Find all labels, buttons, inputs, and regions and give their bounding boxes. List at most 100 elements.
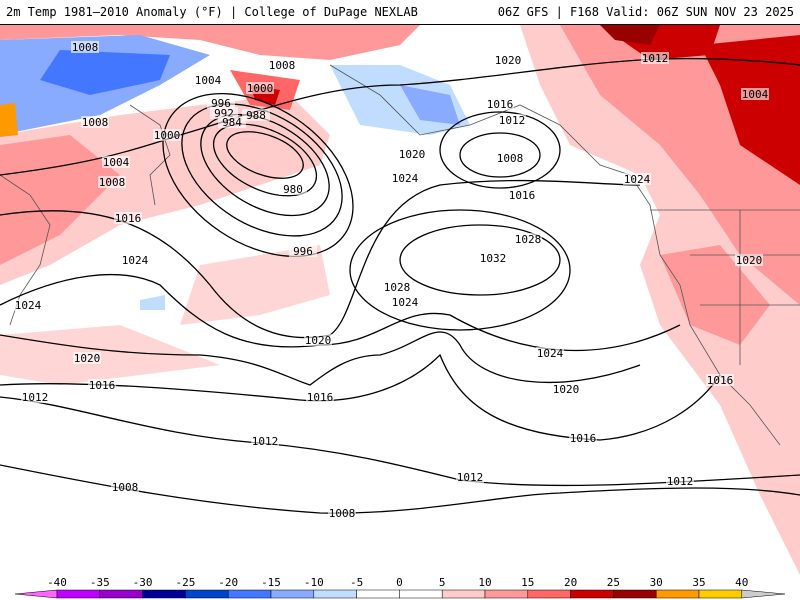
isobar-label: 1000 bbox=[154, 129, 181, 142]
isobar-label: 980 bbox=[283, 183, 303, 196]
isobar-label-bg bbox=[251, 435, 279, 447]
isobar-label-bg bbox=[121, 254, 149, 266]
isobar-label: 1012 bbox=[22, 391, 49, 404]
colorbar-swatch bbox=[356, 589, 400, 599]
isobar-label-bg bbox=[735, 254, 763, 266]
isobar-label: 1020 bbox=[736, 254, 763, 267]
colorbar-tick-label: -15 bbox=[261, 576, 281, 589]
isobar-label: 984 bbox=[222, 116, 242, 129]
colorbar-tick-label: -5 bbox=[350, 576, 363, 589]
isobar-label: 1016 bbox=[509, 189, 536, 202]
colorbar-tick-label: 5 bbox=[439, 576, 446, 589]
isobar-label-bg bbox=[706, 374, 734, 386]
isobar-label: 1012 bbox=[457, 471, 484, 484]
colorbar-tick-label: 40 bbox=[735, 576, 748, 589]
isobar-label: 1024 bbox=[537, 347, 564, 360]
colorbar-tick-label: 15 bbox=[521, 576, 534, 589]
map-header: 2m Temp 1981–2010 Anomaly (°F) | College… bbox=[0, 0, 800, 25]
isobar-label: 1024 bbox=[15, 299, 42, 312]
colorbar-swatch bbox=[527, 589, 571, 599]
isobar-label: 1016 bbox=[707, 374, 734, 387]
isobar-label-bg bbox=[194, 74, 222, 86]
colorbar-tick-label: -30 bbox=[133, 576, 153, 589]
isobar-label-bg bbox=[498, 114, 526, 126]
colorbar-swatch bbox=[227, 589, 272, 599]
colorbar-tick-label: -35 bbox=[90, 576, 110, 589]
isobar-label: 1020 bbox=[74, 352, 101, 365]
isobar-label: 1008 bbox=[99, 176, 126, 189]
isobar-label-bg bbox=[279, 183, 307, 195]
isobar-label: 1020 bbox=[495, 54, 522, 67]
isobar-label: 1008 bbox=[497, 152, 524, 165]
weather-map: 1008100410081000996992984988100010081004… bbox=[0, 25, 800, 575]
isobar-label-bg bbox=[494, 54, 522, 66]
isobar-label-bg bbox=[741, 88, 769, 100]
colorbar-swatch bbox=[185, 589, 229, 599]
colorbar-swatch bbox=[441, 589, 486, 599]
isobar-label-bg bbox=[383, 281, 411, 293]
isobar-label: 996 bbox=[293, 245, 313, 258]
colorbar-tick-label: 10 bbox=[478, 576, 491, 589]
isobar-label-bg bbox=[71, 41, 99, 53]
isobar-label: 1024 bbox=[624, 173, 651, 186]
colorbar-swatch bbox=[56, 589, 101, 599]
model-valid-time: 06Z GFS | F168 Valid: 06Z SUN NOV 23 202… bbox=[497, 5, 794, 19]
colorbar-tick-label: 25 bbox=[607, 576, 620, 589]
colorbar-tick-label: 20 bbox=[564, 576, 577, 589]
isobar-label: 1008 bbox=[269, 59, 296, 72]
isobar-label-bg bbox=[666, 475, 694, 487]
isobar-label-bg bbox=[398, 148, 426, 160]
isobar-label-bg bbox=[207, 97, 235, 109]
isobar-label: 1016 bbox=[570, 432, 597, 445]
colorbar-tick-label: -10 bbox=[304, 576, 324, 589]
isobar-label-bg bbox=[289, 245, 317, 257]
isobar-label-bg bbox=[456, 471, 484, 483]
isobar-label-bg bbox=[486, 98, 514, 110]
colorbar-low-arrow bbox=[14, 589, 58, 599]
colorbar-swatch bbox=[99, 589, 143, 599]
isobar-label: 1020 bbox=[553, 383, 580, 396]
colorbar-tick-label: 30 bbox=[650, 576, 663, 589]
isobar-label-bg bbox=[81, 116, 109, 128]
isobar-label-bg bbox=[21, 391, 49, 403]
colorbar-high-arrow bbox=[741, 589, 786, 599]
isobar-label-bg bbox=[641, 52, 669, 64]
isobar-label-bg bbox=[111, 481, 139, 493]
isobar-label-bg bbox=[536, 347, 564, 359]
isobar-label: 1028 bbox=[384, 281, 411, 294]
colorbar-swatch bbox=[313, 589, 357, 599]
isobar-label: 1004 bbox=[742, 88, 769, 101]
colorbar-swatch bbox=[698, 589, 743, 599]
isobar-label-bg bbox=[218, 116, 246, 128]
isobar-label: 1012 bbox=[642, 52, 669, 65]
isobar-labels: 1008100410081000996992984988100010081004… bbox=[14, 41, 769, 520]
isobar-label-bg bbox=[391, 172, 419, 184]
isobar-label-bg bbox=[496, 152, 524, 164]
isobar-label-bg bbox=[268, 59, 296, 71]
isobar-label-bg bbox=[98, 176, 126, 188]
colorbar-swatch bbox=[399, 589, 443, 599]
isobar-label-bg bbox=[102, 156, 130, 168]
isobar-label-bg bbox=[14, 299, 42, 311]
isobar-label-bg bbox=[114, 212, 142, 224]
colorbar-swatch bbox=[484, 589, 529, 599]
isobar-label: 1016 bbox=[89, 379, 116, 392]
isobar-label: 1004 bbox=[195, 74, 222, 87]
colorbar-tick-label: 35 bbox=[692, 576, 705, 589]
isobar-label-bg bbox=[88, 379, 116, 391]
isobar-label: 1012 bbox=[667, 475, 694, 488]
isobar-label: 1008 bbox=[72, 41, 99, 54]
isobar-label: 996 bbox=[211, 97, 231, 110]
colorbar-tick-label: -25 bbox=[175, 576, 195, 589]
isobar-label: 1012 bbox=[252, 435, 279, 448]
isobar-label: 988 bbox=[246, 109, 266, 122]
isobar-label-bg bbox=[552, 383, 580, 395]
isobar-label: 1020 bbox=[305, 334, 332, 347]
isobar-label-bg bbox=[514, 233, 542, 245]
isobar-label-bg bbox=[306, 391, 334, 403]
colorbar-tick-label: -20 bbox=[218, 576, 238, 589]
isobar-label-bg bbox=[73, 352, 101, 364]
colorbar-swatch bbox=[570, 589, 614, 599]
isobar-label: 1020 bbox=[399, 148, 426, 161]
colorbar-tick-label: 0 bbox=[396, 576, 403, 589]
